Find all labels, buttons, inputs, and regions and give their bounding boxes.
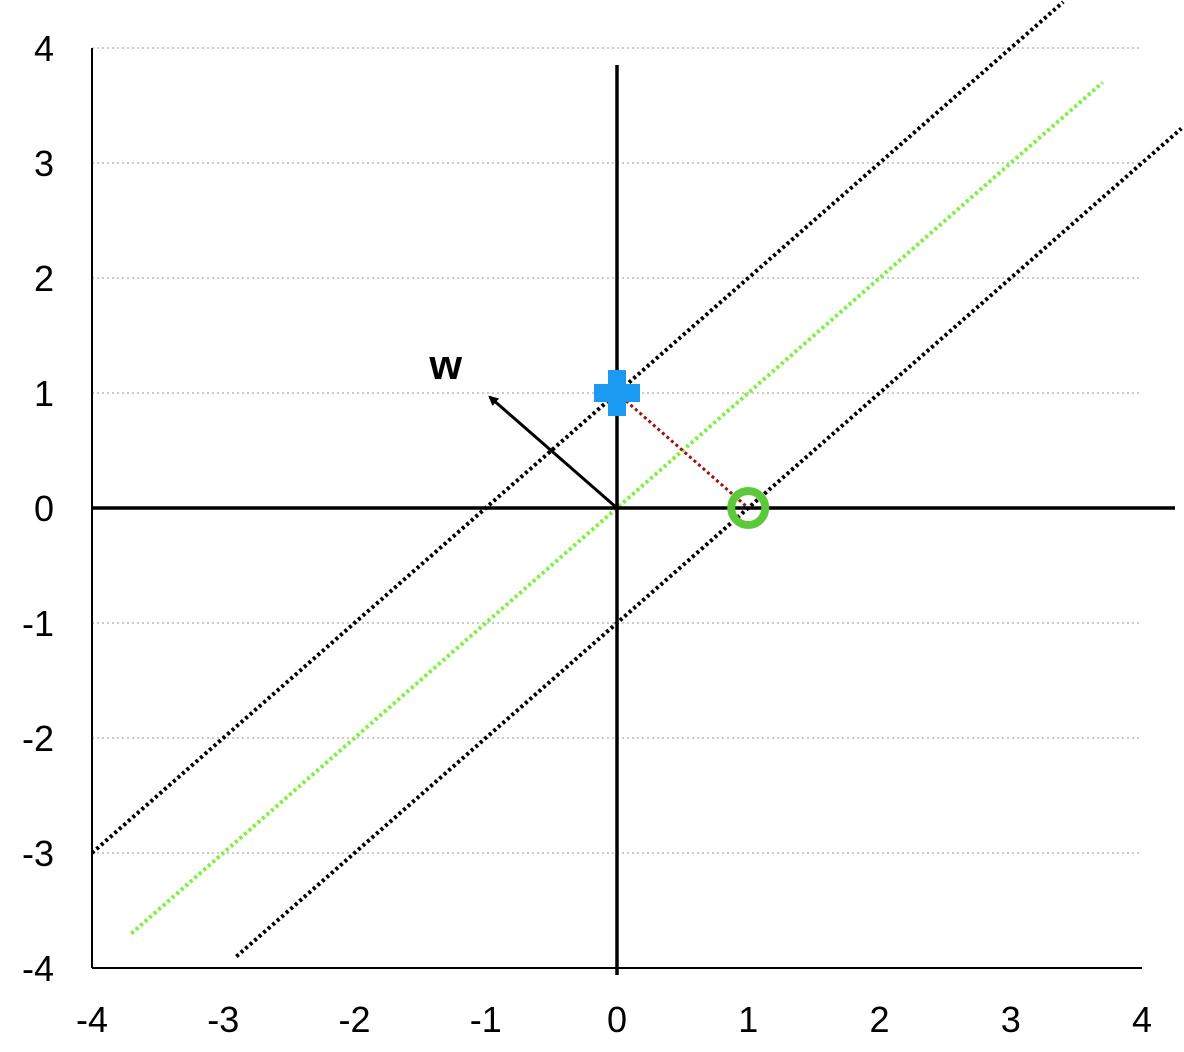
vector-label: w	[428, 341, 462, 388]
tick-labels: -4 -3 -2 -1 0 1 2 3 4 -4 -3 -2 -1 0 1 2 3 4	[22, 28, 1152, 1040]
line-decision-boundary	[130, 80, 1104, 936]
plus-marker	[594, 370, 640, 416]
lines	[90, 0, 1183, 959]
weight-vector: w	[428, 341, 618, 510]
x-tick-label: 0	[607, 999, 627, 1040]
x-tick-label: 3	[1001, 999, 1021, 1040]
y-tick-label: 4	[34, 28, 54, 69]
x-tick-label: 2	[869, 999, 889, 1040]
y-tick-label: -3	[22, 833, 54, 874]
y-tick-label: 2	[34, 258, 54, 299]
vector-arrow	[488, 395, 618, 510]
y-tick-label: 1	[34, 373, 54, 414]
line-margin-upper	[90, 0, 1065, 855]
x-tick-label: 4	[1132, 999, 1152, 1040]
axes	[92, 65, 1175, 975]
y-tick-label: -4	[22, 948, 54, 989]
data-points	[594, 370, 770, 529]
line-margin-lower	[235, 126, 1183, 959]
x-tick-label: -3	[207, 999, 239, 1040]
x-tick-label: -2	[338, 999, 370, 1040]
y-tick-label: -1	[22, 603, 54, 644]
x-tick-label: -4	[76, 999, 108, 1040]
x-tick-label: 1	[738, 999, 758, 1040]
y-tick-label: 3	[34, 143, 54, 184]
circle-marker	[727, 487, 770, 529]
x-tick-label: -1	[470, 999, 502, 1040]
y-tick-label: 0	[34, 488, 54, 529]
y-tick-label: -2	[22, 718, 54, 759]
plus-marker-horizontal	[594, 384, 640, 402]
line-margin-connector	[616, 391, 750, 510]
